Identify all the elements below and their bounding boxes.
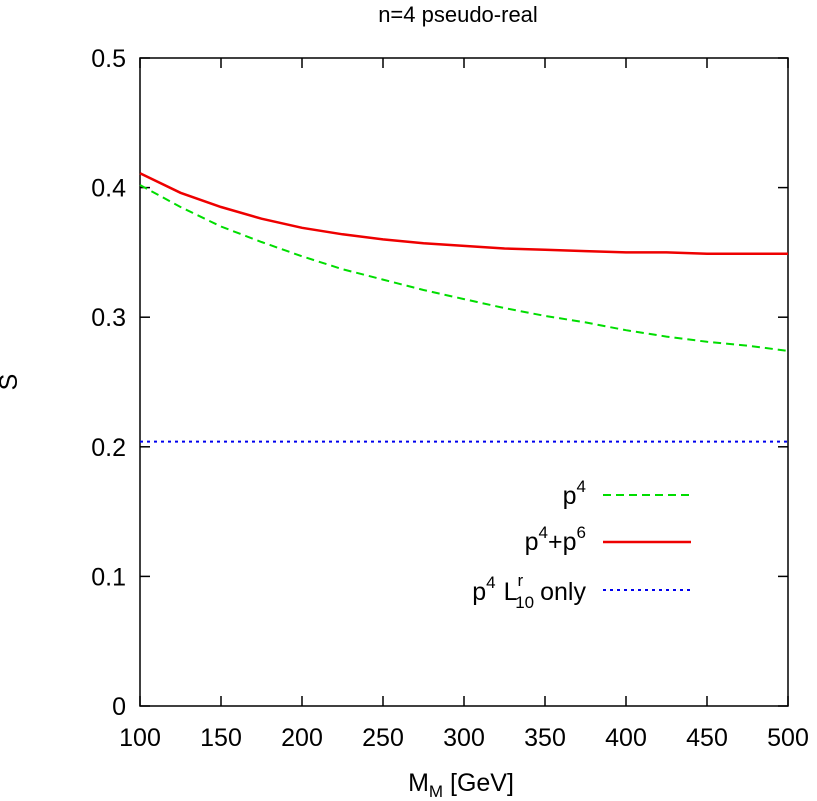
chart-title: n=4 pseudo-real xyxy=(378,2,538,27)
y-tick-label: 0.2 xyxy=(91,434,126,462)
x-tick-label: 150 xyxy=(200,724,242,752)
x-axis-label-sub: M xyxy=(429,782,443,801)
y-tick-label: 0 xyxy=(112,693,126,721)
legend-label-p4: p4 xyxy=(563,477,586,510)
legend: p4 p4+p6 p4 Lr 10 only xyxy=(472,477,691,612)
x-axis-label: MM [GeV] xyxy=(408,769,514,801)
x-tick-label: 450 xyxy=(686,724,728,752)
x-axis-label-unit: [GeV] xyxy=(443,769,514,797)
x-axis-label-main: M xyxy=(408,769,429,797)
x-tick-label: 350 xyxy=(524,724,566,752)
x-tick-label: 250 xyxy=(362,724,404,752)
legend-label-p4p6: p4+p6 xyxy=(525,523,586,556)
y-tick-label: 0.1 xyxy=(91,563,126,591)
axis-tick-labels: 100 150 200 250 300 350 400 450 500 0 0.1 0.2 0.3 0.4… xyxy=(91,45,809,752)
y-axis-label: S xyxy=(0,374,23,391)
y-tick-label: 0.4 xyxy=(91,175,126,203)
legend-label-p4-l10: p4 Lr 10 only xyxy=(472,571,586,612)
x-tick-label: 300 xyxy=(443,724,485,752)
series-line-0 xyxy=(139,184,789,352)
x-tick-label: 500 xyxy=(767,724,809,752)
y-tick-label: 0.5 xyxy=(91,45,126,73)
y-tick-label: 0.3 xyxy=(91,304,126,332)
x-tick-label: 400 xyxy=(605,724,647,752)
x-tick-label: 100 xyxy=(119,724,161,752)
series-lines xyxy=(139,172,789,443)
x-tick-label: 200 xyxy=(281,724,323,752)
axis-ticks xyxy=(139,57,789,707)
plot-frame xyxy=(139,57,789,707)
series-line-1 xyxy=(139,172,788,255)
